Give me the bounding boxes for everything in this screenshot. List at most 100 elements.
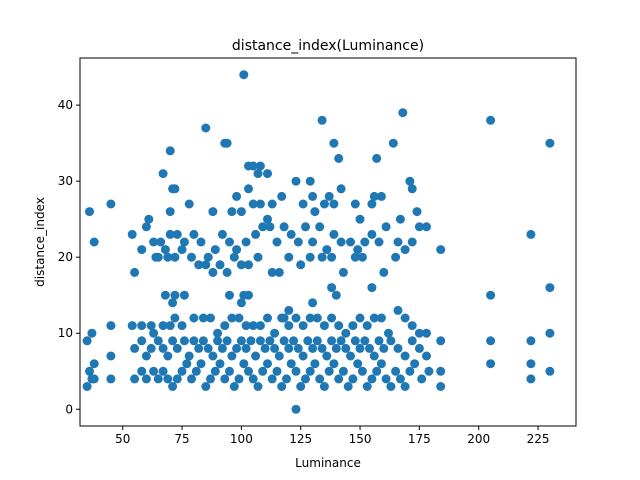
data-point [149, 328, 159, 338]
data-point [236, 336, 246, 346]
data-point [400, 313, 410, 323]
data-point [127, 229, 137, 239]
data-point [298, 199, 308, 209]
data-point [141, 351, 151, 361]
data-point [291, 366, 301, 376]
data-point [82, 336, 92, 346]
data-point [158, 343, 168, 353]
data-point [184, 199, 194, 209]
y-tick-label: 10 [58, 326, 73, 340]
data-point [165, 229, 175, 239]
data-point [336, 184, 346, 194]
data-point [486, 359, 496, 369]
data-point [158, 321, 168, 331]
data-point [336, 336, 346, 346]
data-point [151, 252, 161, 262]
data-point [412, 207, 422, 217]
data-point [338, 267, 348, 277]
data-point [232, 191, 242, 201]
data-point [239, 359, 249, 369]
data-point [241, 321, 251, 331]
data-point [106, 199, 116, 209]
data-point [277, 313, 287, 323]
data-point [251, 229, 261, 239]
data-point [236, 260, 246, 270]
data-point [355, 214, 365, 224]
data-point [348, 321, 358, 331]
data-point [486, 290, 496, 300]
data-point [395, 214, 405, 224]
data-point [85, 207, 94, 217]
data-point [367, 199, 377, 209]
data-point [206, 313, 215, 323]
data-point [369, 351, 379, 361]
data-point [179, 237, 189, 247]
data-point [545, 366, 555, 376]
data-point [263, 169, 272, 179]
data-point [486, 115, 496, 125]
data-point [329, 199, 339, 209]
data-point [312, 336, 322, 346]
data-point [310, 207, 320, 217]
data-point [526, 374, 536, 384]
data-point [170, 290, 180, 300]
data-point [284, 252, 294, 262]
data-point [222, 138, 232, 148]
data-point [298, 321, 308, 331]
data-point [319, 382, 329, 391]
data-point [393, 305, 403, 315]
data-point [203, 252, 213, 262]
data-point [201, 382, 211, 391]
data-point [350, 252, 360, 262]
data-point [407, 336, 417, 346]
data-point [168, 382, 178, 391]
data-point [215, 359, 225, 369]
data-point [526, 359, 536, 369]
data-point [191, 366, 201, 376]
data-point [369, 191, 379, 201]
data-point [374, 237, 384, 247]
data-point [405, 176, 415, 186]
data-point [263, 313, 272, 323]
data-point [208, 351, 218, 361]
data-point [156, 237, 166, 247]
data-point [232, 343, 242, 353]
data-point [362, 382, 372, 391]
data-point [248, 374, 258, 384]
data-point [196, 359, 206, 369]
data-point [324, 191, 334, 201]
plot-frame [79, 57, 577, 427]
data-point [414, 343, 424, 353]
data-point [146, 343, 156, 353]
data-point [422, 328, 431, 338]
data-point [227, 313, 237, 323]
data-point [322, 245, 332, 255]
data-point [160, 245, 170, 255]
data-point [210, 366, 220, 376]
data-point [305, 252, 315, 262]
data-point [329, 359, 339, 369]
data-point [225, 237, 234, 247]
data-point [393, 237, 403, 247]
data-point [244, 260, 253, 270]
x-tick-label: 100 [230, 432, 253, 446]
data-point [367, 283, 377, 293]
data-point [272, 366, 282, 376]
data-point [241, 343, 251, 353]
data-point [305, 176, 315, 186]
x-tick-label: 175 [408, 432, 431, 446]
data-point [386, 382, 396, 391]
data-point [227, 351, 237, 361]
data-point [365, 343, 374, 353]
data-point [130, 374, 140, 384]
data-point [177, 321, 187, 331]
data-point [526, 336, 536, 346]
data-point [220, 374, 230, 384]
data-point [244, 290, 253, 300]
data-point [436, 245, 446, 255]
data-point [407, 321, 417, 331]
data-point [436, 336, 446, 346]
data-point [422, 222, 431, 232]
data-point [217, 229, 227, 239]
data-point [360, 336, 370, 346]
